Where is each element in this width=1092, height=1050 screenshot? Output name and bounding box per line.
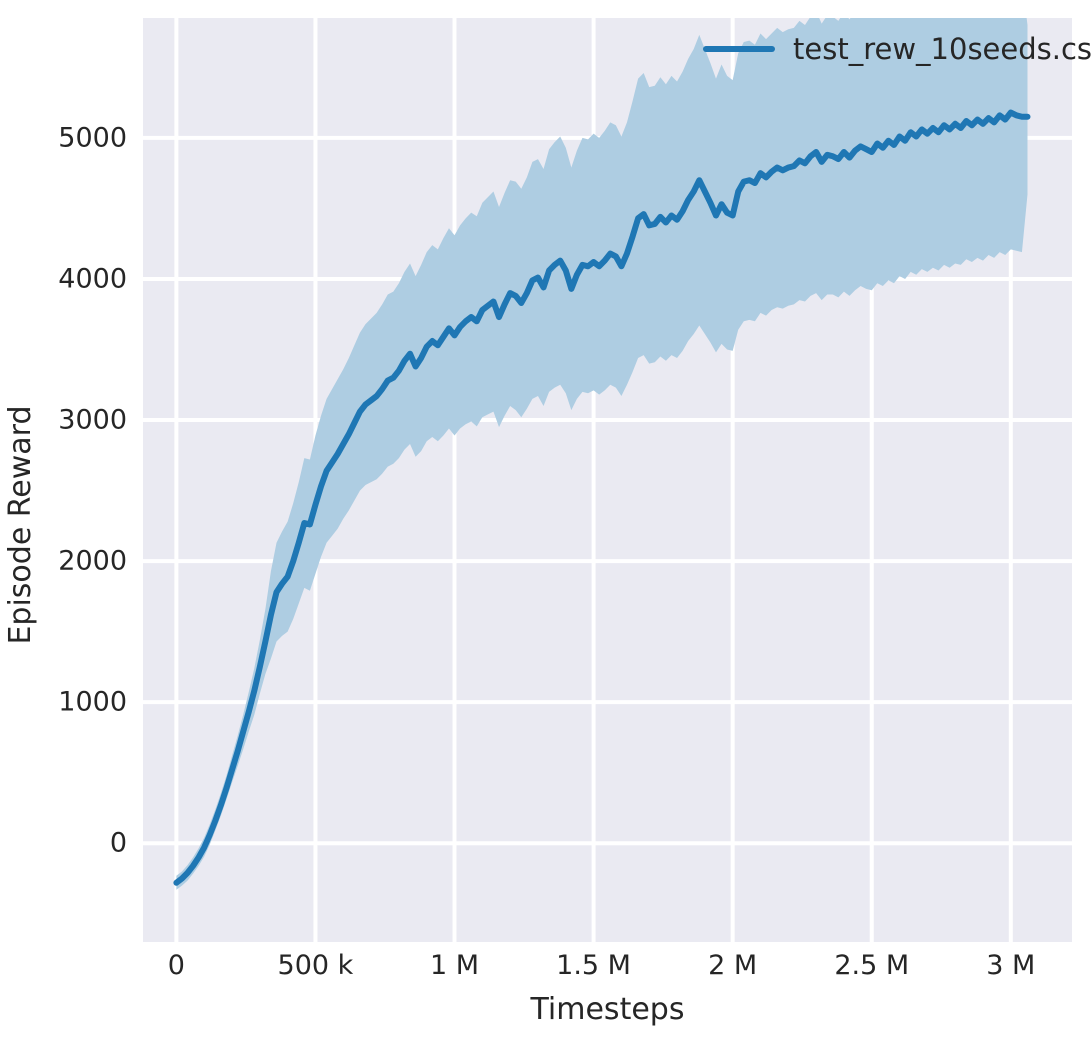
x-tick-label: 3 M [986, 950, 1036, 981]
legend-label: test_rew_10seeds.csv [793, 32, 1092, 66]
y-tick-label: 3000 [58, 404, 127, 436]
y-tick-label: 0 [109, 827, 127, 859]
y-axis-label: Episode Reward [2, 405, 38, 645]
x-tick-label: 1 M [429, 950, 480, 981]
y-tick-label: 4000 [58, 263, 127, 295]
y-tick-label: 2000 [58, 545, 127, 577]
y-tick-label: 1000 [58, 686, 127, 718]
x-tick-label: 2.5 M [834, 950, 910, 981]
mean-line [173, 109, 1031, 886]
x-tick-label: 2 M [708, 950, 758, 981]
confidence-band [176, 18, 1028, 890]
x-tick-label: 1.5 M [556, 950, 631, 981]
y-tick-label: 5000 [58, 122, 127, 154]
legend: test_rew_10seeds.csv [703, 32, 1092, 66]
x-tick-label: 0 [167, 950, 185, 981]
legend-line-swatch [703, 46, 775, 52]
x-tick-label: 500 k [277, 950, 354, 981]
x-axis-label: Timesteps [530, 992, 685, 1027]
